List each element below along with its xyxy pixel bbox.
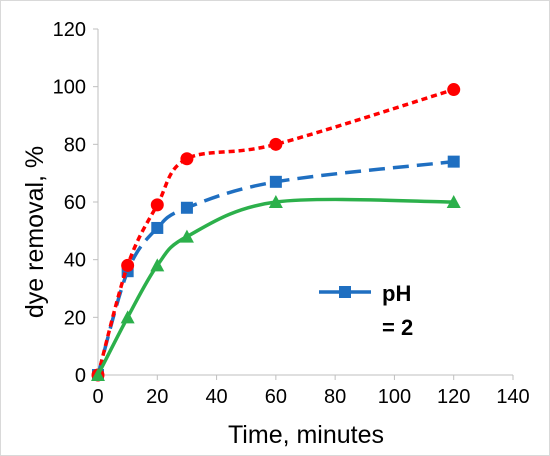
series-1-point bbox=[447, 155, 460, 168]
series-1-point bbox=[151, 221, 164, 234]
y-tick-label: 20 bbox=[64, 307, 86, 329]
x-tick-label: 80 bbox=[324, 386, 346, 408]
x-tick-label: 120 bbox=[437, 386, 470, 408]
series-layer bbox=[91, 83, 461, 382]
y-axis-title: dye removal, % bbox=[21, 146, 49, 318]
y-tick-label: 100 bbox=[53, 77, 86, 99]
series-2-line bbox=[96, 87, 455, 376]
x-tick-label: 60 bbox=[265, 386, 287, 408]
series-2-point bbox=[447, 83, 461, 97]
y-tick-label: 0 bbox=[75, 365, 86, 387]
series-2-point bbox=[150, 198, 164, 212]
y-tick-label: 80 bbox=[64, 134, 86, 156]
series-3-point bbox=[120, 310, 135, 324]
series-1 bbox=[92, 155, 460, 381]
series-2-point bbox=[121, 258, 135, 272]
series-3-point bbox=[91, 368, 105, 381]
series-2-point bbox=[269, 137, 283, 151]
legend-label-line-2: = 2 bbox=[382, 315, 413, 340]
x-tick-label: 140 bbox=[496, 386, 529, 408]
series-3-point bbox=[268, 195, 283, 208]
y-tick-label: 120 bbox=[53, 19, 86, 41]
legend-label-line-1: pH bbox=[382, 281, 411, 306]
series-1-line bbox=[96, 159, 454, 376]
series-3-point bbox=[179, 229, 194, 243]
x-tick-label: 40 bbox=[205, 386, 227, 408]
series-1-point bbox=[180, 201, 193, 214]
x-tick-label: 20 bbox=[146, 386, 168, 408]
axes-layer: 0 20 40 60 80 100 120 140 0 20 40 60 80 100 120 bbox=[53, 19, 530, 408]
series-3-point bbox=[446, 195, 461, 208]
series-1-point bbox=[269, 175, 282, 188]
series-3 bbox=[91, 195, 461, 381]
series-3-point bbox=[150, 258, 165, 272]
x-axis-title: Time, minutes bbox=[228, 421, 384, 449]
x-tick-label: 0 bbox=[92, 386, 103, 408]
x-tick-label: 100 bbox=[378, 386, 411, 408]
legend-series-marker bbox=[339, 286, 351, 298]
series-2-point bbox=[180, 152, 194, 166]
y-tick-label: 60 bbox=[64, 192, 86, 214]
y-tick-label: 40 bbox=[64, 250, 86, 272]
legend: pH = 2 bbox=[319, 281, 413, 340]
